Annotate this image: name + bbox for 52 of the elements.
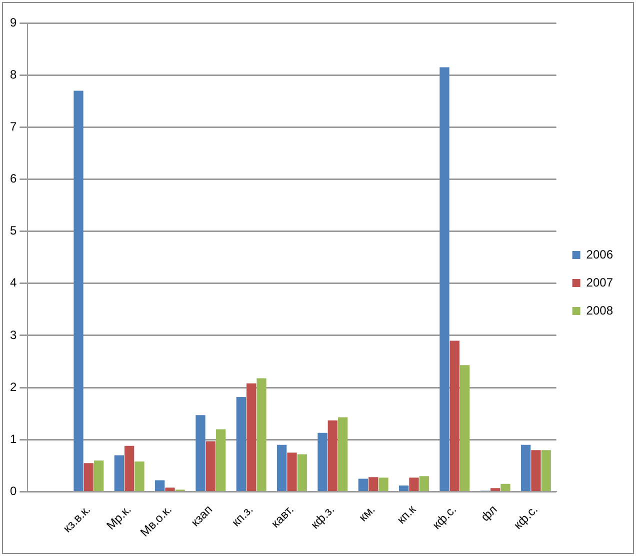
bar [358, 478, 368, 491]
bar [378, 478, 388, 491]
legend-label: 2007 [586, 275, 614, 290]
bar [196, 415, 206, 491]
bar [84, 463, 94, 491]
bar [398, 485, 409, 491]
bar [124, 446, 134, 491]
x-tick-label: кп.к [394, 502, 419, 527]
bar [74, 90, 84, 491]
y-tick-label: 8 [10, 67, 17, 82]
bar [276, 444, 287, 491]
bar [409, 478, 419, 491]
y-tick-label: 9 [10, 15, 17, 30]
bar [531, 450, 541, 491]
bar [287, 452, 297, 491]
bar [155, 480, 165, 491]
bar [419, 476, 429, 491]
x-tick-label: км. [356, 502, 378, 524]
bar [134, 462, 144, 491]
bar [500, 484, 510, 491]
bar [94, 460, 104, 491]
y-tick-label: 7 [10, 119, 17, 134]
y-tick-label: 6 [10, 172, 17, 186]
y-tick-label: 3 [10, 328, 17, 342]
y-tick-label: 0 [10, 484, 17, 498]
x-tick-label: кп.з. [228, 502, 256, 530]
x-tick-label: кф.з. [308, 502, 338, 532]
bar [114, 455, 124, 491]
bar [236, 396, 246, 491]
y-tick-label: 4 [10, 276, 17, 290]
bar [216, 429, 226, 491]
legend-label: 2008 [586, 303, 614, 318]
bar [297, 454, 307, 491]
y-tick-label: 2 [10, 380, 17, 394]
bar [460, 365, 470, 491]
bar [165, 488, 175, 491]
legend-label: 2006 [586, 247, 614, 262]
y-tick-label: 1 [10, 432, 17, 446]
bar [206, 441, 216, 491]
bar [318, 432, 328, 491]
bar [246, 383, 256, 491]
bar [450, 340, 460, 491]
bar [368, 477, 378, 491]
bar [328, 420, 338, 491]
bar [490, 488, 500, 491]
bar [338, 417, 348, 491]
bar [256, 378, 266, 491]
bar [541, 450, 551, 491]
bar [520, 444, 531, 491]
x-tick-label: фл [478, 502, 500, 524]
bar [440, 67, 450, 491]
y-tick-label: 5 [10, 224, 17, 238]
